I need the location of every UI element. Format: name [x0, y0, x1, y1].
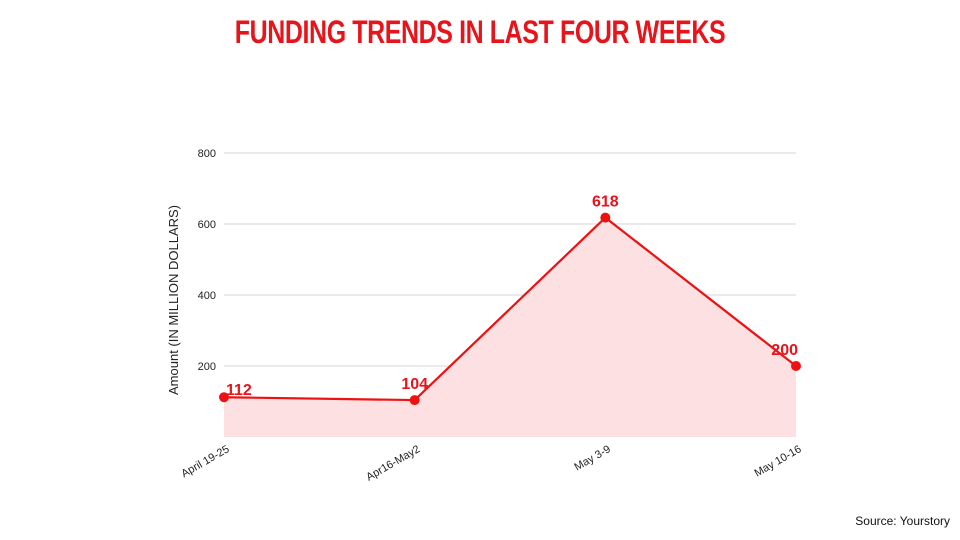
chart-title: FUNDING TRENDS IN LAST FOUR WEEKS — [234, 14, 726, 50]
x-axis-ticks: April 19-25 Apr16-May2 May 3-9 May 10-16 — [179, 443, 803, 483]
data-points-layer — [219, 212, 801, 406]
y-tick-label: 800 — [198, 148, 216, 160]
area-fill-layer — [224, 217, 796, 437]
series-line-layer — [223, 216, 797, 402]
data-point — [219, 392, 229, 403]
y-axis-title: Amount (IN MILLION DOLLARS) — [166, 205, 181, 395]
series-area — [224, 217, 796, 437]
data-label: 112 — [226, 382, 252, 399]
source-note: Source: Yourstory — [855, 514, 950, 528]
y-tick-label: 600 — [198, 219, 216, 231]
x-tick-label: May 3-9 — [572, 443, 612, 473]
data-label: 104 — [401, 376, 428, 393]
data-label: 618 — [592, 194, 619, 211]
data-label: 200 — [771, 342, 798, 359]
data-point — [409, 395, 420, 406]
x-tick-label: Apr16-May2 — [364, 443, 422, 483]
y-tick-label: 400 — [198, 290, 216, 302]
data-point — [791, 361, 801, 371]
x-tick-label: April 19-25 — [179, 443, 231, 480]
x-tick-label: May 10-16 — [752, 443, 803, 479]
data-point — [600, 212, 611, 223]
y-axis-ticks: 200 400 600 800 — [198, 148, 216, 373]
series-line — [223, 216, 797, 402]
y-tick-label: 200 — [198, 361, 216, 373]
data-labels-layer: 112 104 618 200 — [226, 194, 798, 400]
